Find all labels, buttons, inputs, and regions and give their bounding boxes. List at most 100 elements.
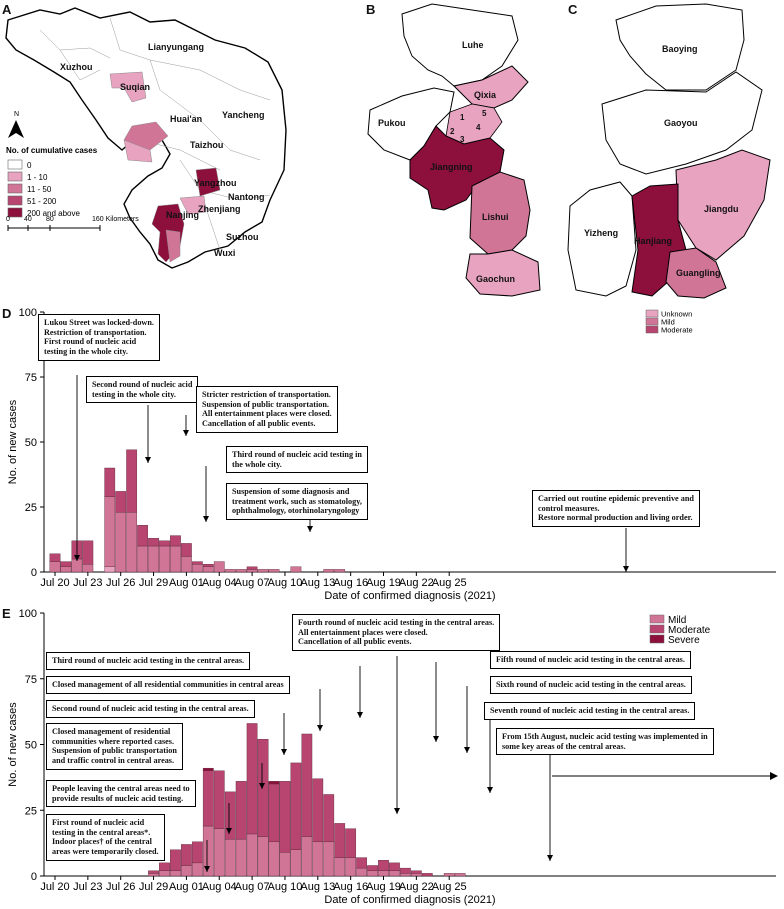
city-label: Yancheng — [222, 110, 265, 120]
x-tick-label: Jul 26 — [106, 577, 135, 589]
annotation-box: Second round of nucleic acid testing in t… — [86, 376, 199, 404]
chart-d: 0 25 50 75 100 No. of new cases Jul 20 Jul 23 Ju… — [7, 307, 776, 602]
bar-segment — [60, 566, 72, 573]
bar-segment — [181, 865, 192, 877]
bar-segment — [148, 873, 159, 877]
bar-segment — [213, 828, 225, 877]
x-tick-label: Aug 13 — [300, 881, 335, 893]
district-number: 2 — [450, 127, 455, 136]
district-label: Pukou — [378, 118, 406, 128]
bar-segment — [202, 770, 214, 827]
baoying-district — [615, 3, 745, 91]
bar-segment — [334, 569, 346, 573]
bar-segment — [224, 569, 236, 573]
district-number: 4 — [476, 123, 481, 132]
yangzhou-region — [195, 167, 221, 197]
yangzhou-map: Baoying Gaoyou Jiangdu Yizheng Hanjiang … — [567, 3, 771, 335]
bar-segment — [82, 540, 94, 565]
y-tick-label: 25 — [25, 502, 37, 514]
arrowhead — [623, 566, 629, 572]
bar-segment — [181, 543, 192, 557]
x-axis-label: Date of confirmed diagnosis (2021) — [324, 894, 495, 906]
arrowhead — [317, 725, 323, 731]
arrowhead — [204, 866, 210, 872]
arrowhead — [394, 808, 400, 814]
district-number: 1 — [460, 113, 465, 122]
gaochun-district — [465, 249, 541, 297]
bar-segment — [334, 857, 346, 877]
annotation-box: Carried out routine epidemic preventive … — [532, 490, 700, 528]
bar-segment — [235, 838, 247, 877]
x-tick-label: Aug 01 — [169, 881, 204, 893]
bar-segment — [202, 564, 214, 568]
legend-swatch — [649, 634, 665, 644]
bar-segment — [181, 844, 192, 866]
district-number: 3 — [460, 135, 465, 144]
bar-segment — [137, 545, 148, 573]
x-tick-label: Aug 22 — [399, 577, 434, 589]
bar-segment — [170, 545, 181, 573]
annotation-box: Seventh round of nucleic acid testing in… — [484, 702, 696, 720]
lishui-district — [469, 171, 531, 255]
bar-segment — [115, 491, 127, 513]
bar-segment — [323, 794, 335, 843]
bar-segment — [170, 870, 181, 877]
bar-segment — [290, 566, 302, 573]
arrowhead — [74, 555, 80, 561]
bar-segment — [356, 867, 367, 877]
legend-label: Moderate — [668, 625, 711, 636]
bar-segment — [400, 873, 411, 877]
bar-segment — [49, 561, 61, 573]
svg-text:80: 80 — [46, 216, 54, 223]
city-label: Nantong — [228, 192, 265, 202]
bar-segment — [400, 867, 411, 874]
legend-label: Unknown — [661, 310, 692, 319]
legend-swatch — [649, 614, 665, 624]
arrowhead — [433, 736, 439, 742]
bar-segment — [378, 870, 389, 877]
bar-segment — [410, 873, 422, 877]
bar-segment — [213, 561, 225, 573]
bar-segment — [191, 564, 203, 573]
x-tick-label: Jul 26 — [106, 881, 135, 893]
bar-segment — [421, 873, 433, 877]
city-label: Taizhou — [190, 140, 223, 150]
gaoyou-district — [601, 71, 763, 175]
annotation-box: From 15th August, nucleic acid testing w… — [496, 728, 714, 756]
bar-segment — [202, 566, 214, 573]
bar-segment — [279, 781, 291, 853]
annotation-box: Closed management of all residential com… — [46, 676, 290, 694]
annotation-box: Stricter restriction of transportation. S… — [196, 386, 338, 433]
bar-segment — [159, 870, 170, 877]
huaian-region-2 — [123, 139, 153, 163]
x-tick-label: Jul 20 — [40, 577, 69, 589]
bar-segment — [268, 569, 280, 573]
north-arrow: N — [8, 111, 24, 138]
bar-segment — [257, 569, 269, 573]
chart-e: 0 25 50 75 100 No. of new cases Jul 20 Jul 23 Ju… — [7, 608, 778, 906]
bar-segment — [126, 511, 138, 573]
bar-segment — [301, 733, 313, 837]
x-tick-label: Aug 10 — [268, 577, 303, 589]
bar-segment — [224, 838, 236, 877]
annotation-box: Fifth round of nucleic acid testing in t… — [490, 651, 691, 669]
bar-segment — [202, 767, 214, 771]
bar-segment — [60, 561, 72, 568]
city-label: Nanjing — [166, 210, 199, 220]
bar-segment — [312, 778, 324, 843]
x-tick-label: Aug 13 — [300, 577, 335, 589]
district-label: Guangling — [676, 268, 721, 278]
x-tick-label: Aug 01 — [169, 577, 204, 589]
bar-segment — [246, 723, 258, 835]
city-label: Suzhou — [226, 232, 259, 242]
annotation-box: Closed management of residential communit… — [46, 723, 183, 770]
bar-segment — [257, 836, 269, 877]
legend-title: No. of cumulative cases — [6, 146, 98, 155]
bar-segment — [191, 561, 203, 565]
bar-segment — [148, 545, 159, 573]
bar-segment — [268, 781, 280, 785]
arrowhead — [307, 526, 313, 532]
y-tick-label: 100 — [19, 608, 37, 620]
yizheng-district — [567, 181, 637, 297]
x-axis-label: Date of confirmed diagnosis (2021) — [324, 590, 495, 602]
